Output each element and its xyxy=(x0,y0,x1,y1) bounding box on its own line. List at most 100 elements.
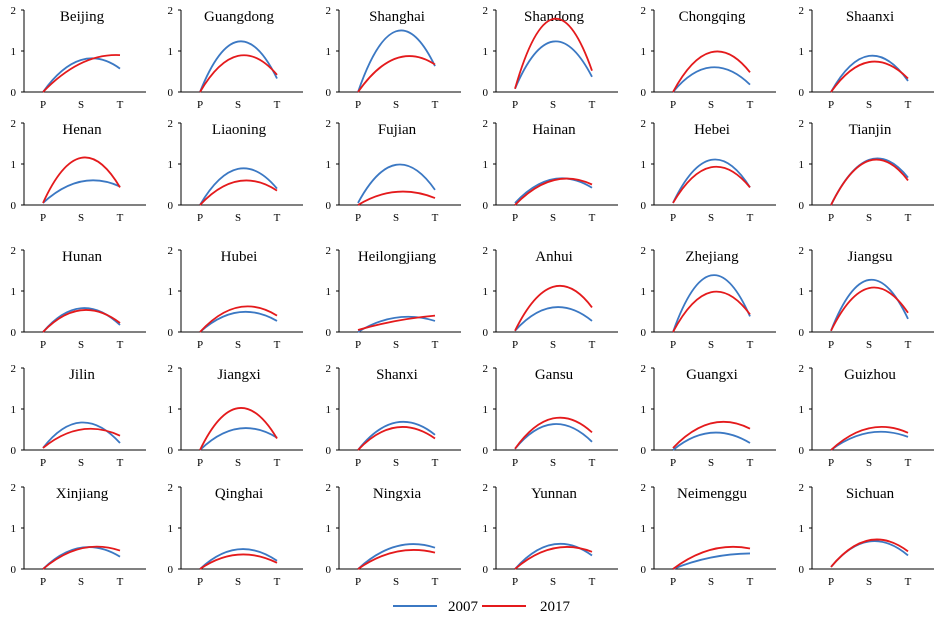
series-line-2017 xyxy=(357,549,436,570)
panel-chongqing: 0 1 2 P S T Chongqing xyxy=(641,5,776,111)
y-tick-label: 2 xyxy=(483,363,489,375)
y-tick-label: 2 xyxy=(168,363,174,375)
series-line-2007 xyxy=(199,40,278,93)
x-tick-label: S xyxy=(708,339,714,351)
panel-shanghai: 0 1 2 P S T Shanghai xyxy=(326,5,461,111)
panel-title: Shaanxi xyxy=(846,9,894,25)
y-tick-label: 1 xyxy=(11,523,17,535)
y-tick-label: 0 xyxy=(641,445,647,457)
x-tick-label: P xyxy=(355,99,361,111)
y-tick-label: 2 xyxy=(11,5,17,17)
x-tick-label: P xyxy=(197,576,203,588)
x-tick-label: P xyxy=(670,339,676,351)
y-tick-label: 2 xyxy=(799,482,805,494)
x-tick-label: P xyxy=(670,212,676,224)
x-tick-label: P xyxy=(40,212,46,224)
series-line-2007 xyxy=(514,40,593,90)
panel-hunan: 0 1 2 P S T Hunan xyxy=(11,245,146,351)
x-tick-label: S xyxy=(235,339,241,351)
x-tick-label: S xyxy=(393,99,399,111)
panel-title: Qinghai xyxy=(215,486,263,502)
series-line-2017 xyxy=(514,546,593,570)
y-tick-label: 0 xyxy=(799,87,805,99)
series-line-2007 xyxy=(672,274,751,333)
y-tick-label: 1 xyxy=(483,286,489,298)
y-tick-label: 0 xyxy=(641,200,647,212)
y-tick-label: 0 xyxy=(11,200,17,212)
x-tick-label: S xyxy=(393,576,399,588)
panel-guizhou: 0 1 2 P S T Guizhou xyxy=(799,363,934,469)
x-tick-label: T xyxy=(432,576,439,588)
x-tick-label: T xyxy=(432,99,439,111)
y-tick-label: 1 xyxy=(168,523,174,535)
panel-title: Heilongjiang xyxy=(358,249,437,265)
panel-title: Guizhou xyxy=(844,367,896,383)
panel-title: Zhejiang xyxy=(685,249,739,265)
y-tick-label: 1 xyxy=(11,159,17,171)
panel-title: Chongqing xyxy=(679,9,746,25)
x-tick-label: T xyxy=(274,212,281,224)
series-line-2017 xyxy=(357,426,436,451)
series-line-2007 xyxy=(42,57,121,93)
x-tick-label: S xyxy=(235,576,241,588)
y-tick-label: 2 xyxy=(483,5,489,17)
panel-title: Yunnan xyxy=(531,486,577,502)
panel-henan: 0 1 2 P S T Henan xyxy=(11,118,146,224)
y-tick-label: 2 xyxy=(168,118,174,130)
y-tick-label: 0 xyxy=(483,564,489,576)
x-tick-label: P xyxy=(197,99,203,111)
y-tick-label: 1 xyxy=(799,159,805,171)
y-tick-label: 2 xyxy=(641,363,647,375)
series-line-2017 xyxy=(199,179,278,206)
panel-xinjiang: 0 1 2 P S T Xinjiang xyxy=(11,482,146,588)
x-tick-label: S xyxy=(550,576,556,588)
x-tick-label: P xyxy=(197,212,203,224)
y-tick-label: 0 xyxy=(168,445,174,457)
x-tick-label: S xyxy=(78,576,84,588)
series-line-2017 xyxy=(42,309,121,333)
x-tick-label: S xyxy=(550,339,556,351)
panel-title: Xinjiang xyxy=(56,486,109,502)
y-tick-label: 0 xyxy=(326,445,332,457)
series-line-2017 xyxy=(357,314,436,331)
y-tick-label: 0 xyxy=(168,87,174,99)
x-tick-label: P xyxy=(40,339,46,351)
series-line-2017 xyxy=(42,54,121,93)
panel-tianjin: 0 1 2 P S T Tianjin xyxy=(799,118,934,224)
series-line-2017 xyxy=(514,284,593,332)
series-line-2007 xyxy=(357,163,436,204)
x-tick-label: S xyxy=(550,212,556,224)
series-line-2007 xyxy=(357,543,436,570)
x-tick-label: S xyxy=(708,99,714,111)
x-tick-label: T xyxy=(747,212,754,224)
series-line-2017 xyxy=(830,286,909,332)
series-line-2007 xyxy=(514,177,593,204)
y-tick-label: 0 xyxy=(799,200,805,212)
x-tick-label: S xyxy=(393,457,399,469)
y-tick-label: 0 xyxy=(168,200,174,212)
series-line-2007 xyxy=(357,421,436,451)
y-tick-label: 2 xyxy=(11,363,17,375)
y-tick-label: 2 xyxy=(168,5,174,17)
series-line-2007 xyxy=(199,167,278,206)
y-tick-label: 2 xyxy=(483,118,489,130)
series-line-2007 xyxy=(672,66,751,93)
y-tick-label: 2 xyxy=(799,363,805,375)
y-tick-label: 2 xyxy=(641,482,647,494)
panel-title: Shandong xyxy=(524,9,585,25)
panel-title: Hebei xyxy=(694,122,730,138)
panel-title: Sichuan xyxy=(846,486,895,502)
x-tick-label: S xyxy=(78,339,84,351)
y-tick-label: 2 xyxy=(11,118,17,130)
series-line-2017 xyxy=(672,290,751,333)
panel-jiangsu: 0 1 2 P S T Jiangsu xyxy=(799,245,934,351)
panel-title: Gansu xyxy=(535,367,574,383)
y-tick-label: 1 xyxy=(326,286,332,298)
y-tick-label: 0 xyxy=(326,564,332,576)
x-tick-label: T xyxy=(589,339,596,351)
y-tick-label: 1 xyxy=(11,286,17,298)
y-tick-label: 2 xyxy=(799,5,805,17)
panel-title: Henan xyxy=(62,122,102,138)
y-tick-label: 1 xyxy=(168,159,174,171)
